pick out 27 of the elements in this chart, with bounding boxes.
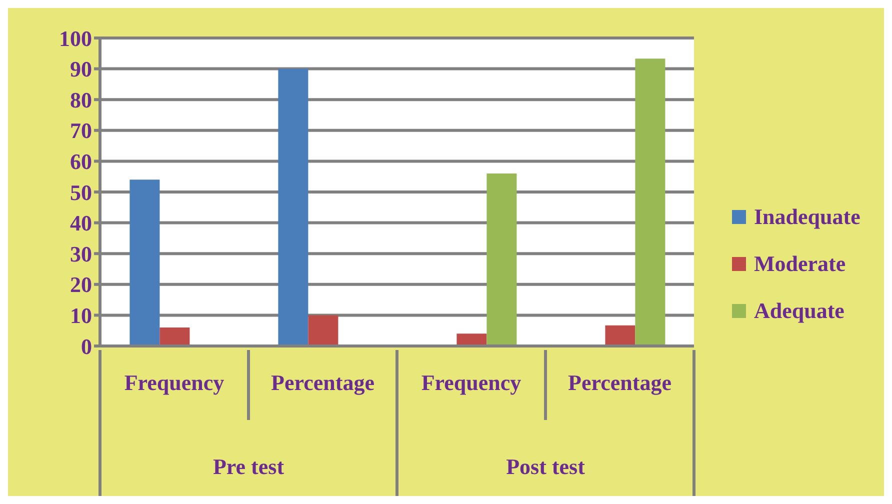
- y-tick-label: 80: [70, 87, 92, 112]
- legend-label: Moderate: [754, 250, 846, 276]
- bar: [308, 315, 338, 346]
- x-tick-label: Percentage: [568, 370, 672, 395]
- bar: [278, 68, 308, 346]
- y-tick-label: 100: [59, 26, 92, 51]
- bar: [160, 328, 190, 346]
- y-tick-label: 90: [70, 56, 92, 82]
- text: Post test: [506, 454, 586, 479]
- y-tick-label: 10: [70, 303, 92, 328]
- y-tick-label: 60: [70, 149, 92, 174]
- x-tick-label: Frequency: [124, 370, 224, 395]
- y-tick-label: 50: [70, 180, 92, 205]
- text: Pre test: [212, 454, 285, 479]
- y-tick-label: 20: [70, 272, 92, 298]
- x-tick-label: Frequency: [421, 370, 522, 395]
- x-tick-label: Percentage: [271, 370, 375, 395]
- y-tick-label: 0: [81, 334, 92, 359]
- bar: [635, 58, 666, 346]
- bar: [130, 180, 160, 346]
- bar: [486, 174, 517, 346]
- y-tick-label: 30: [70, 241, 92, 266]
- legend-label: Adequate: [754, 298, 844, 324]
- y-tick-label: 40: [70, 210, 92, 236]
- bar: [605, 325, 636, 346]
- legend-label: Inadequate: [754, 204, 860, 230]
- y-tick-label: 70: [70, 118, 92, 144]
